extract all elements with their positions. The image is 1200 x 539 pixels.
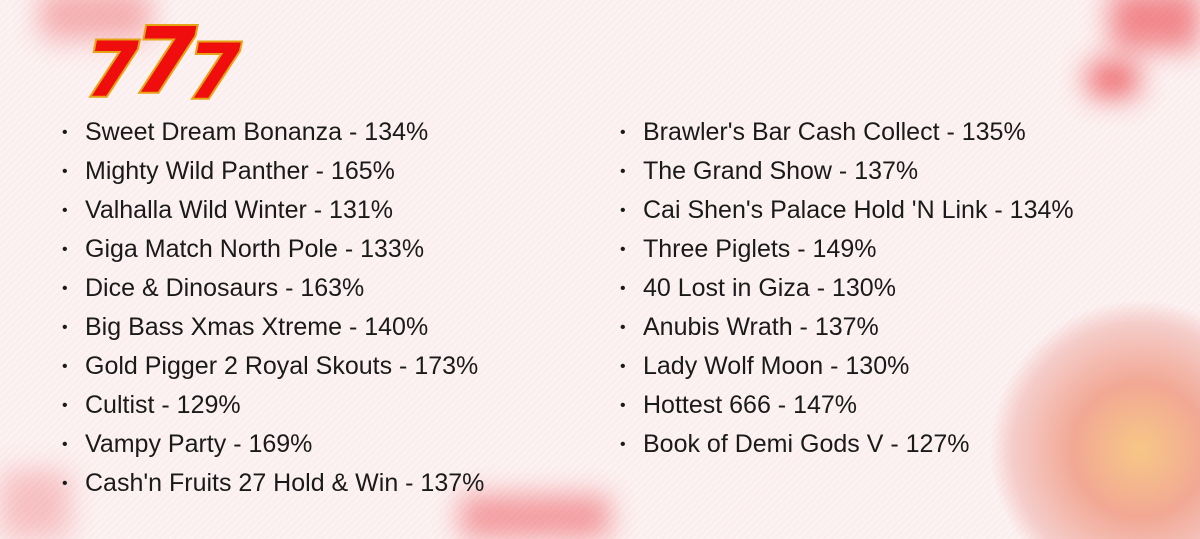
- bullet-icon: •: [620, 397, 626, 414]
- bullet-icon: •: [62, 202, 68, 219]
- game-name: Anubis Wrath - 137%: [643, 313, 879, 341]
- svg-text:7: 7: [188, 27, 241, 102]
- game-name: Three Piglets - 149%: [643, 235, 877, 263]
- list-item: • Giga Match North Pole - 133%: [62, 230, 602, 269]
- bullet-icon: •: [62, 358, 68, 375]
- list-item: • Three Piglets - 149%: [620, 230, 1160, 269]
- game-name: Giga Match North Pole - 133%: [85, 235, 425, 263]
- slot-777-logo: 7 7 7: [84, 14, 243, 102]
- right-game-list: • Brawler's Bar Cash Collect - 135% • The G…: [620, 113, 1160, 464]
- bullet-icon: •: [62, 475, 68, 492]
- bullet-icon: •: [62, 397, 68, 414]
- bullet-icon: •: [62, 124, 68, 141]
- bullet-icon: •: [62, 436, 68, 453]
- game-name: 40 Lost in Giza - 130%: [643, 274, 896, 302]
- list-item: • Cultist - 129%: [62, 386, 602, 425]
- list-item: • Anubis Wrath - 137%: [620, 308, 1160, 347]
- list-item: • Sweet Dream Bonanza - 134%: [62, 113, 602, 152]
- game-name: Dice & Dinosaurs - 163%: [85, 274, 365, 302]
- list-item: • Gold Pigger 2 Royal Skouts - 173%: [62, 347, 602, 386]
- game-name: Cai Shen's Palace Hold 'N Link - 134%: [643, 196, 1074, 224]
- list-item: • Valhalla Wild Winter - 131%: [62, 191, 602, 230]
- game-name: Sweet Dream Bonanza - 134%: [85, 118, 429, 146]
- list-item: • Cash'n Fruits 27 Hold & Win - 137%: [62, 464, 602, 503]
- bullet-icon: •: [62, 280, 68, 297]
- bullet-icon: •: [62, 163, 68, 180]
- game-name: Hottest 666 - 147%: [643, 391, 858, 419]
- game-name: Book of Demi Gods V - 127%: [643, 430, 970, 458]
- bullet-icon: •: [620, 124, 626, 141]
- bullet-icon: •: [620, 202, 626, 219]
- game-name: The Grand Show - 137%: [643, 157, 919, 185]
- list-item: • Lady Wolf Moon - 130%: [620, 347, 1160, 386]
- list-item: • Hottest 666 - 147%: [620, 386, 1160, 425]
- list-item: • Book of Demi Gods V - 127%: [620, 425, 1160, 464]
- game-name: Mighty Wild Panther - 165%: [85, 157, 395, 185]
- list-item: • Vampy Party - 169%: [62, 425, 602, 464]
- list-item: • The Grand Show - 137%: [620, 152, 1160, 191]
- bullet-icon: •: [620, 241, 626, 258]
- game-name: Big Bass Xmas Xtreme - 140%: [85, 313, 429, 341]
- bullet-icon: •: [620, 436, 626, 453]
- game-name: Valhalla Wild Winter - 131%: [85, 196, 393, 224]
- game-name: Cultist - 129%: [85, 391, 241, 419]
- list-item: • 40 Lost in Giza - 130%: [620, 269, 1160, 308]
- bullet-icon: •: [62, 241, 68, 258]
- fire-orb-decoration: [990, 300, 1200, 539]
- decor-blob: [460, 495, 610, 539]
- game-name: Brawler's Bar Cash Collect - 135%: [643, 118, 1026, 146]
- bullet-icon: •: [620, 163, 626, 180]
- game-name: Cash'n Fruits 27 Hold & Win - 137%: [85, 469, 485, 497]
- bullet-icon: •: [620, 280, 626, 297]
- svg-text:7: 7: [86, 25, 139, 102]
- bullet-icon: •: [620, 319, 626, 336]
- left-game-list: • Sweet Dream Bonanza - 134% • Mighty Wild …: [62, 113, 602, 503]
- list-item: • Mighty Wild Panther - 165%: [62, 152, 602, 191]
- game-name: Lady Wolf Moon - 130%: [643, 352, 910, 380]
- decor-blob: [0, 470, 70, 539]
- list-item: • Dice & Dinosaurs - 163%: [62, 269, 602, 308]
- decor-blob: [1088, 62, 1138, 97]
- svg-text:7: 7: [134, 14, 197, 102]
- list-item: • Cai Shen's Palace Hold 'N Link - 134%: [620, 191, 1160, 230]
- list-item: • Brawler's Bar Cash Collect - 135%: [620, 113, 1160, 152]
- game-name: Vampy Party - 169%: [85, 430, 313, 458]
- decor-blob: [40, 0, 150, 40]
- game-name: Gold Pigger 2 Royal Skouts - 173%: [85, 352, 479, 380]
- bullet-icon: •: [62, 319, 68, 336]
- bullet-icon: •: [620, 358, 626, 375]
- list-item: • Big Bass Xmas Xtreme - 140%: [62, 308, 602, 347]
- decor-blob: [1110, 0, 1200, 50]
